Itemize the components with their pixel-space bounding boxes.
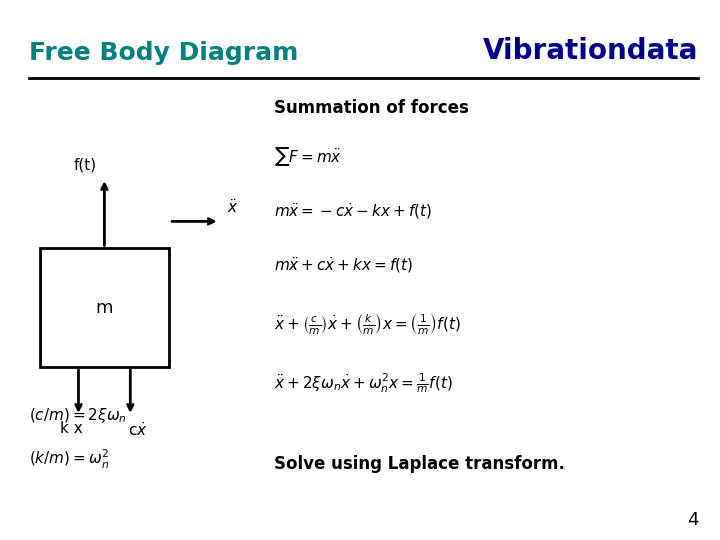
- Text: $\ddot{x} + \left(\frac{c}{m}\right)\dot{x} + \left(\frac{k}{m}\right)x = \left(: $\ddot{x} + \left(\frac{c}{m}\right)\dot…: [274, 312, 460, 336]
- Text: $m\ddot{x} + c\dot{x} + kx = f(t)$: $m\ddot{x} + c\dot{x} + kx = f(t)$: [274, 255, 413, 274]
- Text: $(k/m) = \omega_n^2$: $(k/m) = \omega_n^2$: [29, 448, 109, 470]
- Text: $\ddot{x}$: $\ddot{x}$: [227, 198, 238, 216]
- Text: $\sum F = m\ddot{x}$: $\sum F = m\ddot{x}$: [274, 145, 341, 168]
- Text: $\ddot{x} + 2\xi\omega_n\dot{x} + \omega_n^2 x = \frac{1}{m}f(t)$: $\ddot{x} + 2\xi\omega_n\dot{x} + \omega…: [274, 372, 452, 395]
- Text: $m\ddot{x} = -c\dot{x} - kx + f(t)$: $m\ddot{x} = -c\dot{x} - kx + f(t)$: [274, 201, 431, 220]
- Text: m: m: [96, 299, 113, 317]
- Text: $(c/m) = 2\xi\omega_n$: $(c/m) = 2\xi\omega_n$: [29, 406, 127, 426]
- Text: Vibrationdata: Vibrationdata: [483, 37, 698, 65]
- Bar: [40, 248, 169, 367]
- Text: f(t): f(t): [74, 158, 97, 173]
- Text: Free Body Diagram: Free Body Diagram: [29, 41, 298, 65]
- Text: c$\dot{x}$: c$\dot{x}$: [127, 421, 148, 439]
- Text: k x: k x: [60, 421, 83, 436]
- Text: Solve using Laplace transform.: Solve using Laplace transform.: [274, 455, 564, 474]
- Text: 4: 4: [687, 511, 698, 529]
- Text: Summation of forces: Summation of forces: [274, 99, 469, 117]
